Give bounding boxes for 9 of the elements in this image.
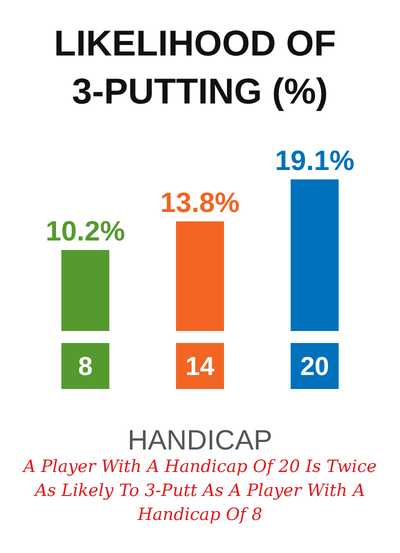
x-tick-label: 8 — [78, 351, 93, 381]
x-tick-label: 20 — [300, 351, 330, 381]
chart-title: LIKELIHOOD OF 3-PUTTING (%) — [54, 22, 346, 112]
x-tick-label: 14 — [186, 351, 215, 381]
data-label: 13.8% — [160, 186, 240, 218]
data-label: 19.1% — [274, 144, 354, 176]
data-label: 10.2% — [46, 216, 126, 247]
x-axis-title: HANDICAP — [128, 424, 272, 456]
text: A Player With A Handicap Of 20 Is Twice As Likely To 3-Putt As A Player With A Handicap Of 8 — [21, 456, 378, 527]
